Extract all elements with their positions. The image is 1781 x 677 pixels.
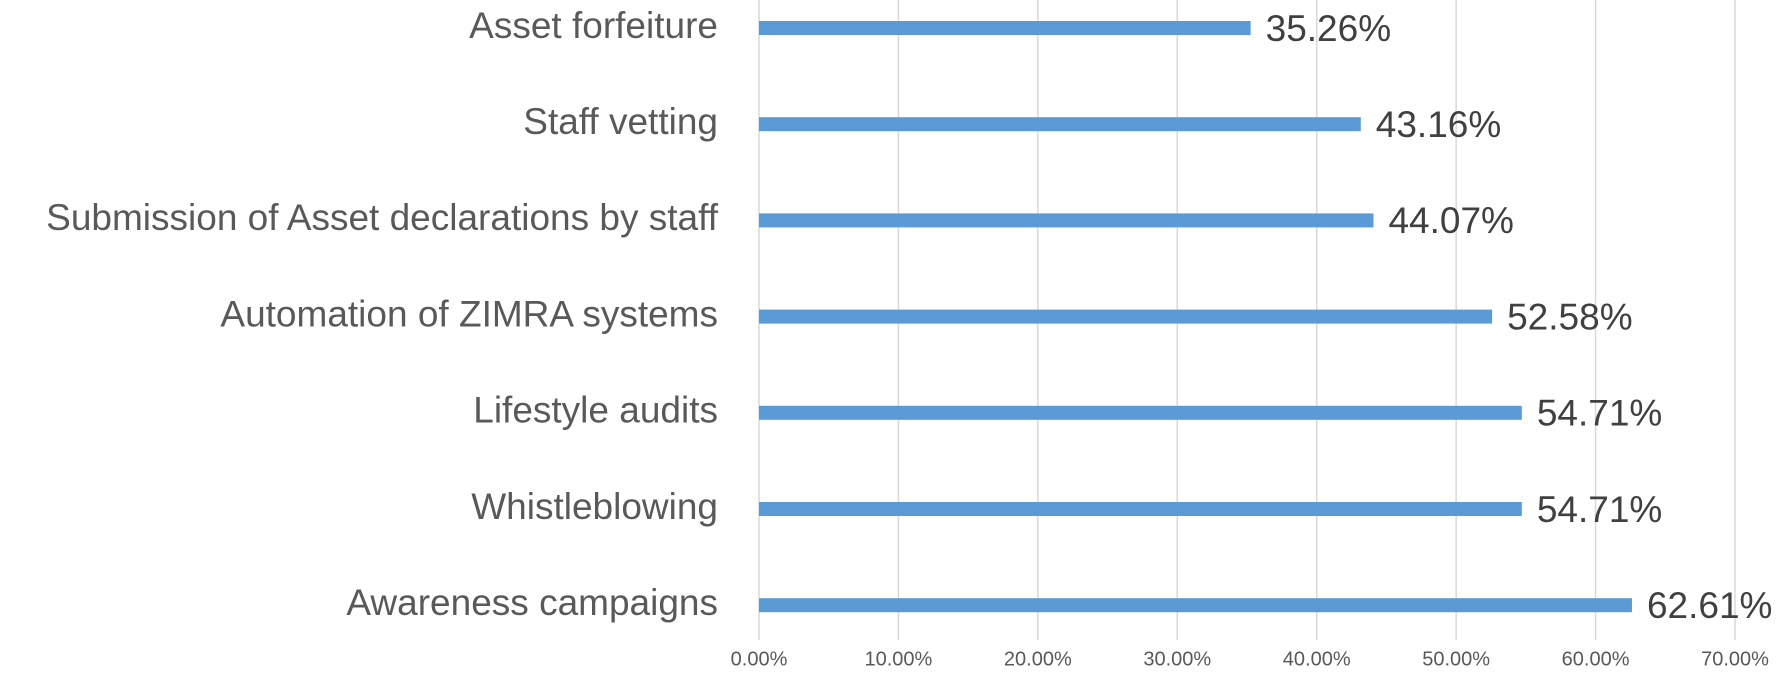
x-tick-label: 30.00% [1143, 648, 1211, 670]
category-label: Submission of Asset declarations by staf… [46, 197, 719, 238]
bar [759, 117, 1361, 132]
value-label: 54.71% [1537, 393, 1663, 434]
value-label: 44.07% [1388, 200, 1514, 241]
bar [759, 213, 1374, 228]
x-tick-label: 0.00% [731, 648, 788, 670]
bar [759, 502, 1522, 516]
category-label: Asset forfeiture [469, 5, 718, 46]
x-tick-label: 50.00% [1422, 648, 1490, 670]
bar [759, 21, 1251, 35]
x-tick-label: 60.00% [1562, 648, 1630, 670]
value-label: 52.58% [1507, 296, 1633, 337]
value-label: 62.61% [1647, 585, 1773, 626]
value-label: 54.71% [1537, 489, 1663, 530]
x-tick-label: 10.00% [865, 648, 933, 670]
category-label: Lifestyle audits [473, 390, 718, 431]
x-tick-label: 70.00% [1701, 648, 1769, 670]
category-label: Automation of ZIMRA systems [220, 293, 718, 334]
value-label: 43.16% [1376, 104, 1502, 145]
x-tick-label: 40.00% [1283, 648, 1351, 670]
category-label: Staff vetting [523, 101, 718, 142]
category-label: Awareness campaigns [346, 582, 718, 623]
value-label: 35.26% [1266, 8, 1392, 49]
bar [759, 598, 1632, 613]
x-tick-label: 20.00% [1004, 648, 1072, 670]
bar [759, 405, 1522, 420]
bar [759, 309, 1493, 324]
category-label: Whistleblowing [471, 486, 718, 527]
